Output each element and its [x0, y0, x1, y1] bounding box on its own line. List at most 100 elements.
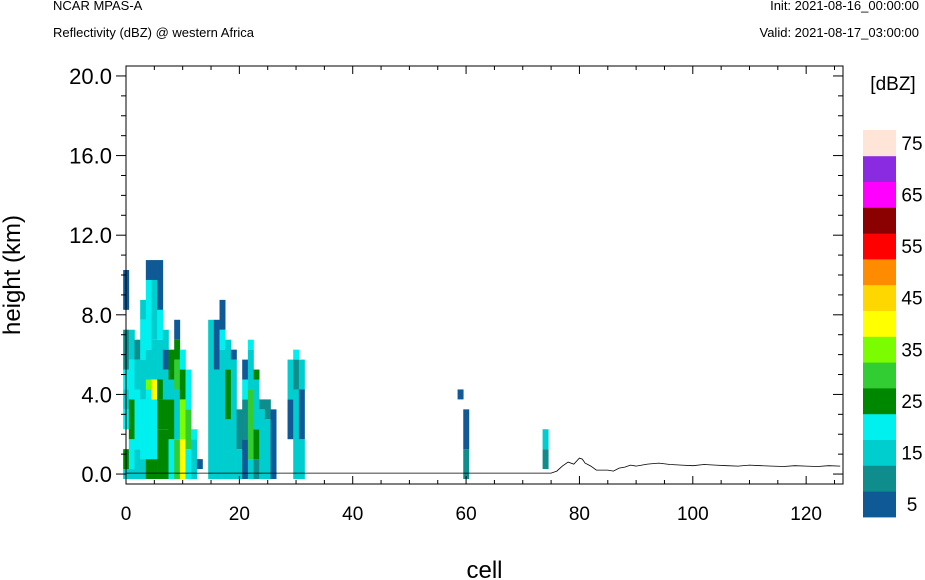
colorbar-segment: [863, 130, 896, 157]
reflectivity-cell: [174, 359, 181, 390]
colorbar-segment: [863, 310, 896, 337]
reflectivity-cell: [253, 429, 260, 460]
colorbar-segment: [863, 284, 896, 311]
reflectivity-cell: [191, 429, 198, 440]
reflectivity-cell: [259, 409, 266, 480]
x-tick-label: 0: [121, 504, 132, 525]
x-tick-label: 100: [677, 504, 709, 525]
reflectivity-cell: [157, 399, 164, 430]
reflectivity-cell: [293, 349, 300, 360]
colorbar-segment: [863, 413, 896, 440]
colorbar-segment: [863, 181, 896, 208]
reflectivity-cell: [151, 339, 158, 380]
reflectivity-cell: [151, 260, 158, 280]
reflectivity-cell: [140, 299, 147, 320]
reflectivity-cell: [140, 459, 147, 480]
reflectivity-cell: [151, 379, 158, 400]
colorbar-label: 45: [901, 289, 922, 310]
reflectivity-cell: [168, 439, 175, 480]
colorbar-label: 5: [907, 495, 918, 516]
reflectivity-cell: [157, 260, 164, 310]
reflectivity-cell: [162, 429, 169, 480]
reflectivity-cell: [140, 319, 147, 360]
reflectivity-cell: [293, 359, 300, 390]
reflectivity-cell: [128, 399, 135, 440]
x-tick-label: 120: [790, 504, 822, 525]
colorbar-label: 25: [901, 392, 922, 413]
reflectivity-cell: [219, 299, 226, 330]
colorbar-title: [dBZ]: [870, 74, 915, 95]
reflectivity-cell: [185, 449, 192, 480]
reflectivity-cell: [174, 339, 181, 360]
y-axis-label: height (km): [0, 215, 26, 335]
reflectivity-cell: [174, 319, 181, 340]
reflectivity-cell: [168, 379, 175, 400]
reflectivity-cell: [162, 349, 169, 370]
reflectivity-cell: [179, 439, 186, 480]
reflectivity-cell: [196, 459, 203, 470]
reflectivity-cell: [191, 439, 198, 480]
reflectivity-cell: [287, 359, 294, 400]
reflectivity-cell: [145, 349, 152, 380]
reflectivity-cell: [270, 409, 277, 480]
reflectivity-cell: [247, 389, 254, 460]
y-tick-label: 4.0: [81, 382, 112, 407]
reflectivity-cell: [179, 349, 186, 370]
y-tick-label: 16.0: [69, 144, 112, 169]
y-tick-label: 0.0: [81, 462, 112, 487]
y-axis: 0.0 4.0 8.0 12.0 16.0 20.0: [69, 64, 843, 487]
reflectivity-cell: [287, 399, 294, 440]
reflectivity-cell: [157, 379, 164, 400]
reflectivity-cell: [247, 349, 254, 390]
colorbar-label: 65: [901, 186, 922, 207]
x-axis-label: cell: [466, 557, 502, 580]
colorbar-segment: [863, 362, 896, 389]
reflectivity-cell: [242, 359, 249, 380]
reflectivity-cell: [174, 389, 181, 440]
x-tick-label: 60: [456, 504, 477, 525]
reflectivity-cell: [236, 449, 243, 480]
colorbar-label: 75: [901, 134, 922, 155]
y-tick-label: 8.0: [81, 303, 112, 328]
reflectivity-cell: [542, 429, 549, 450]
reflectivity-cell: [253, 379, 260, 430]
reflectivity-cell: [151, 459, 158, 480]
reflectivity-cell: [298, 359, 305, 390]
reflectivity-cell: [128, 439, 135, 470]
reflectivity-cell: [162, 329, 169, 350]
reflectivity-cell: [542, 449, 549, 470]
y-tick-label: 20.0: [69, 64, 112, 89]
reflectivity-cell: [168, 349, 175, 380]
reflectivity-cells: [123, 260, 549, 480]
reflectivity-cell: [298, 439, 305, 480]
reflectivity-cell: [179, 399, 186, 440]
colorbar-segment: [863, 491, 896, 518]
reflectivity-cell: [225, 339, 232, 370]
model-name: NCAR MPAS-A: [53, 0, 143, 13]
reflectivity-cell: [128, 469, 135, 480]
reflectivity-cell: [168, 399, 175, 440]
reflectivity-cell: [463, 409, 470, 450]
reflectivity-cell: [157, 339, 164, 380]
x-tick-label: 20: [229, 504, 250, 525]
reflectivity-cell: [157, 309, 164, 340]
reflectivity-cell: [140, 399, 147, 460]
reflectivity-cell: [140, 359, 147, 400]
reflectivity-cell: [185, 409, 192, 450]
colorbar-segment: [863, 388, 896, 415]
reflectivity-cell: [457, 389, 464, 400]
reflectivity-cell: [134, 389, 141, 450]
reflectivity-cell: [298, 389, 305, 440]
colorbar-label: 55: [901, 237, 922, 258]
reflectivity-cell: [128, 359, 135, 400]
reflectivity-cell: [225, 419, 232, 480]
colorbar-label: 35: [901, 340, 922, 361]
terrain-line: [126, 457, 841, 474]
reflectivity-cell: [157, 429, 164, 480]
reflectivity-cell: [134, 359, 141, 390]
x-tick-label: 40: [342, 504, 363, 525]
reflectivity-cell: [151, 399, 158, 460]
reflectivity-cell: [145, 379, 152, 390]
colorbar-segment: [863, 155, 896, 182]
reflectivity-cell: [219, 329, 226, 350]
